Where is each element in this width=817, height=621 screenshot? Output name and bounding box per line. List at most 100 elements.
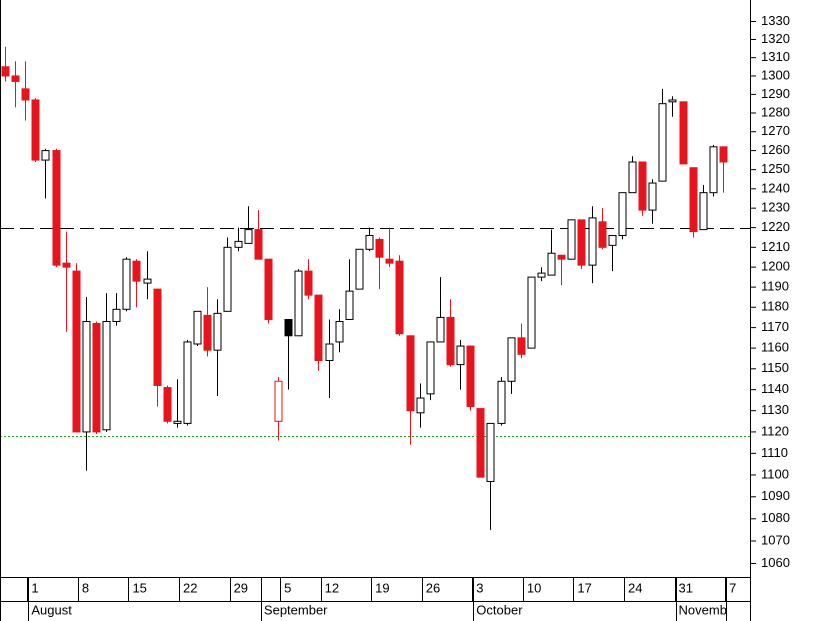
- x-tick-label: 7: [729, 580, 736, 595]
- y-tick-label: 1090: [761, 488, 790, 503]
- candle-body: [153, 288, 162, 386]
- candle-body: [658, 103, 667, 182]
- candle-body: [446, 316, 455, 366]
- candle-body: [355, 248, 364, 290]
- candle-body: [264, 258, 273, 320]
- candle-body: [193, 310, 202, 345]
- x-tick-label: 17: [577, 580, 591, 595]
- y-tick-label: 1270: [761, 123, 790, 138]
- x-tick-label: 29: [234, 580, 248, 595]
- candle-body: [325, 343, 334, 361]
- candle-body: [385, 258, 394, 264]
- candle-body: [173, 420, 182, 424]
- y-tick-label: 1260: [761, 142, 790, 157]
- candle-body: [648, 182, 657, 211]
- x-tick-label: 5: [284, 580, 291, 595]
- candle-body: [608, 234, 617, 246]
- x-tick-label: 26: [426, 580, 440, 595]
- x-tick-label: 12: [325, 580, 339, 595]
- month-label: August: [31, 602, 72, 617]
- x-tick-label: 19: [375, 580, 389, 595]
- y-tick-label: 1200: [761, 259, 790, 274]
- month-label: Novemb: [679, 602, 727, 617]
- candle-body: [547, 252, 556, 276]
- x-tick-label: 24: [628, 580, 642, 595]
- y-tick-label: 1130: [761, 402, 789, 417]
- candle-body: [628, 161, 637, 194]
- y-tick-label: 1280: [761, 104, 790, 119]
- candle-body: [314, 294, 323, 361]
- y-tick-label: 1140: [761, 381, 789, 396]
- candle-body: [132, 260, 141, 282]
- month-label: September: [264, 602, 328, 617]
- month-label: October: [476, 602, 523, 617]
- x-tick-label: 15: [132, 580, 146, 595]
- candle-body: [335, 320, 344, 343]
- candle-body: [436, 316, 445, 343]
- candle-body: [284, 318, 293, 337]
- x-tick-label: 3: [476, 580, 483, 595]
- candle-body: [234, 240, 243, 248]
- candle-body: [537, 272, 546, 278]
- y-tick-label: 1310: [761, 49, 790, 64]
- y-tick-label: 1300: [761, 67, 790, 82]
- candle-body: [254, 229, 263, 260]
- x-tick-label: 8: [82, 580, 89, 595]
- y-tick-label: 1120: [761, 423, 789, 438]
- candle-body: [72, 270, 81, 433]
- candle-body: [62, 262, 71, 268]
- candle-body: [41, 150, 50, 161]
- y-tick-label: 1230: [761, 200, 790, 215]
- candle-body: [517, 337, 526, 355]
- y-tick-label: 1060: [761, 555, 790, 570]
- candle-body: [11, 75, 20, 82]
- y-tick-label: 1170: [761, 319, 789, 334]
- candle-body: [92, 323, 101, 433]
- candle-body: [406, 335, 415, 412]
- y-tick-label: 1220: [761, 219, 790, 234]
- candle-body: [365, 234, 374, 250]
- plot-area: August September October Novemb: [0, 46, 750, 617]
- candle-body: [375, 238, 384, 258]
- candle-body: [557, 254, 566, 260]
- candle-body: [689, 167, 698, 233]
- y-tick-label: 1150: [761, 360, 789, 375]
- y-tick-label: 1190: [761, 279, 789, 294]
- x-tick-label: 1: [31, 580, 38, 595]
- candle-body: [426, 341, 435, 395]
- y-tick-label: 1110: [761, 445, 788, 460]
- candle-body: [709, 146, 718, 194]
- candle-body: [304, 270, 313, 296]
- candle-body: [719, 146, 728, 163]
- x-tick-label: 22: [183, 580, 197, 595]
- candle-body: [456, 345, 465, 366]
- candle-body: [52, 150, 61, 266]
- candle-body: [476, 408, 485, 478]
- x-tick-label: 31: [679, 580, 693, 595]
- candle-body: [416, 397, 425, 414]
- y-tick-label: 1160: [761, 340, 789, 355]
- candle-body: [102, 320, 111, 431]
- candle-body: [668, 99, 677, 103]
- candle-body: [21, 88, 30, 101]
- candle-body: [466, 345, 475, 407]
- candle-body: [143, 278, 152, 284]
- candle-body: [527, 276, 536, 349]
- y-tick-label: 1290: [761, 86, 790, 101]
- candle-body: [1, 66, 10, 77]
- candle-body: [82, 320, 91, 433]
- candle-body: [567, 219, 576, 260]
- candle-body: [183, 341, 192, 424]
- candle-body: [577, 219, 586, 266]
- candle-body: [497, 380, 506, 424]
- candle-body: [223, 246, 232, 312]
- y-tick-label: 1250: [761, 161, 790, 176]
- y-tick-label: 1240: [761, 180, 790, 195]
- y-tick-label: 1180: [761, 299, 789, 314]
- candle-body: [31, 99, 40, 161]
- candle-body: [274, 380, 283, 422]
- x-tick-label: 10: [527, 580, 541, 595]
